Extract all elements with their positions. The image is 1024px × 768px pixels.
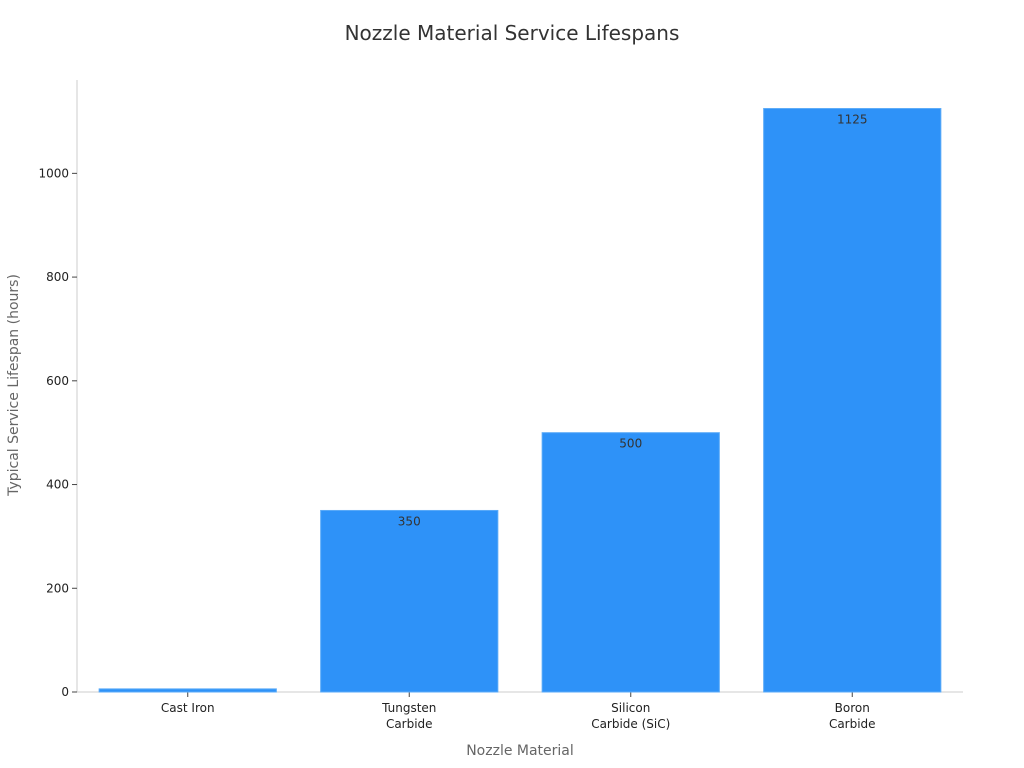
bars [98, 108, 942, 693]
y-axis-title: Typical Service Lifespan (hours) [6, 274, 22, 497]
x-tick-label: Boron Carbide [829, 701, 876, 731]
x-tick-label: Tungsten Carbide [381, 701, 436, 731]
data-labels: 350 500 1125 [398, 113, 868, 529]
bar [320, 509, 499, 693]
x-axis-title: Nozzle Material [466, 743, 574, 759]
x-tick-label-line: Boron [835, 701, 870, 715]
y-tick-label: 1000 [38, 166, 69, 180]
bar [763, 108, 942, 693]
x-tick-label-line: Carbide (SiC) [591, 717, 670, 731]
x-tick-label-line: Cast Iron [161, 701, 215, 715]
x-tick-label-line: Silicon [611, 701, 650, 715]
x-tick-label: Cast Iron [161, 701, 215, 715]
x-tick-label-line: Tungsten [381, 701, 436, 715]
y-tick-label: 400 [46, 478, 69, 492]
x-tick-label-line: Carbide [386, 717, 433, 731]
chart-title: Nozzle Material Service Lifespans [345, 21, 680, 45]
x-tick-label-line: Carbide [829, 717, 876, 731]
x-tick-labels: Cast Iron Tungsten Carbide Silicon Carbide (… [161, 701, 876, 731]
bar [98, 688, 277, 693]
bar-value-label: 500 [619, 437, 642, 451]
y-tick-label: 200 [46, 581, 69, 595]
y-tick-label: 800 [46, 270, 69, 284]
x-tick-label: Silicon Carbide (SiC) [591, 701, 670, 731]
bar-value-label: 350 [398, 514, 421, 528]
y-tick-labels: 0 200 400 600 800 1000 [38, 166, 69, 699]
y-tick-label: 0 [61, 685, 69, 699]
bar [541, 432, 720, 693]
y-tick-label: 600 [46, 374, 69, 388]
bar-value-label: 1125 [837, 113, 868, 127]
